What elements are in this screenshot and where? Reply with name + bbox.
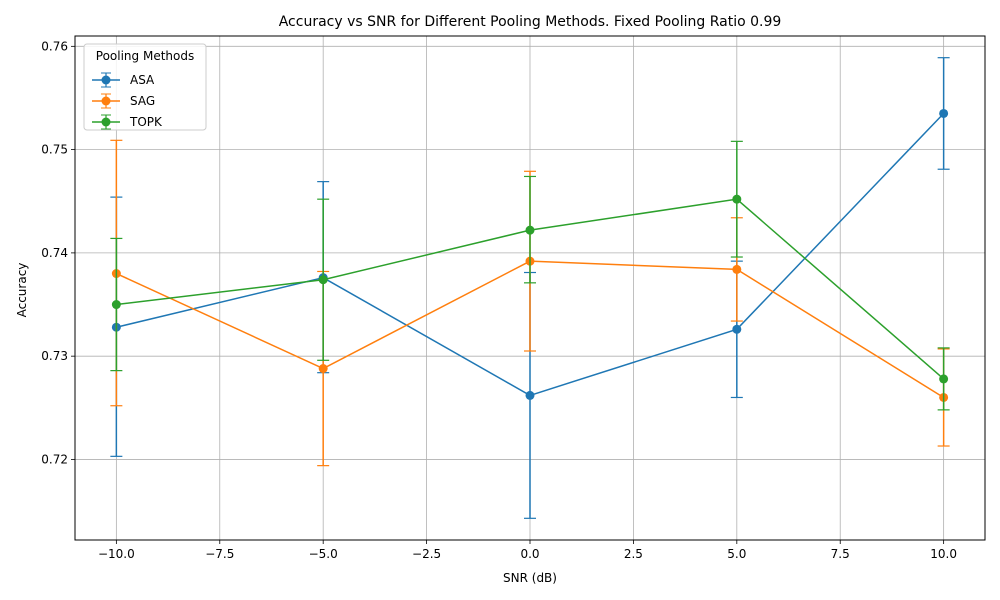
x-tick-label: 10.0 [930,547,957,561]
y-tick-label: 0.73 [41,349,68,363]
y-tick-label: 0.72 [41,452,68,466]
topk-point [732,194,742,204]
topk-legend-marker [101,117,111,127]
chart-title: Accuracy vs SNR for Different Pooling Me… [279,14,782,30]
topk-point [525,225,535,235]
ticks: −10.0 −7.5 −5.0 −2.5 0.0 2.5 5.0 7.5 10.0 0.72 0.7… [41,39,957,561]
legend-entry-sag: SAG [92,93,155,109]
topk-legend-label: TOPK [129,115,163,129]
legend-entry-asa: ASA [92,72,155,88]
series-topk [110,140,950,411]
y-tick-label: 0.75 [41,143,68,157]
legend-title: Pooling Methods [96,49,194,63]
x-tick-label: −10.0 [98,547,135,561]
y-axis-label: Accuracy [15,263,29,318]
x-axis-label: SNR (dB) [503,571,557,585]
series-group [110,57,950,519]
legend-entry-topk: TOPK [92,114,163,130]
y-tick-label: 0.76 [41,39,68,53]
topk-point [318,275,328,285]
asa-point [732,324,742,334]
x-tick-label: 7.5 [831,547,850,561]
asa-point [939,108,949,118]
x-tick-label: 2.5 [624,547,643,561]
legend: Pooling Methods ASA SAG TOPK [83,43,207,131]
sag-legend-label: SAG [130,94,155,108]
asa-legend-label: ASA [130,73,155,87]
topk-point [111,300,121,310]
asa-point [525,390,535,400]
y-tick-label: 0.74 [41,246,68,260]
x-tick-label: −2.5 [412,547,441,561]
x-tick-label: −7.5 [205,547,234,561]
x-tick-label: 0.0 [520,547,539,561]
legend-box [83,43,207,131]
sag-point [318,364,328,374]
x-tick-label: −5.0 [309,547,338,561]
x-tick-label: 5.0 [727,547,746,561]
sag-point [732,264,742,274]
topk-point [939,374,949,384]
sag-legend-marker [101,96,111,106]
asa-legend-marker [101,75,111,85]
